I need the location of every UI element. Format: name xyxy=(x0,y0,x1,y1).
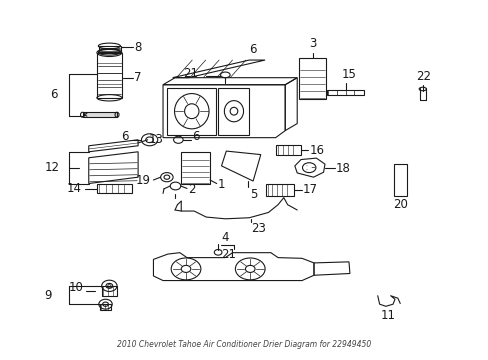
Bar xyxy=(99,46,121,52)
Text: 2: 2 xyxy=(187,183,195,196)
Text: 1: 1 xyxy=(217,178,224,191)
Text: 22: 22 xyxy=(415,70,430,83)
Text: 7: 7 xyxy=(134,71,142,84)
Text: 23: 23 xyxy=(250,222,265,235)
Text: 6: 6 xyxy=(191,130,199,143)
Text: 21: 21 xyxy=(221,248,236,261)
Text: 16: 16 xyxy=(308,144,324,157)
Text: 6: 6 xyxy=(50,89,58,102)
Text: 20: 20 xyxy=(392,198,407,211)
Bar xyxy=(97,53,122,98)
Bar xyxy=(181,152,209,184)
Text: 10: 10 xyxy=(69,281,84,294)
Text: 5: 5 xyxy=(250,189,257,202)
Text: 9: 9 xyxy=(44,288,52,302)
Bar xyxy=(393,164,407,196)
Bar xyxy=(102,286,117,296)
Text: 4: 4 xyxy=(221,230,228,243)
Text: 8: 8 xyxy=(134,41,142,54)
Text: 11: 11 xyxy=(380,309,395,322)
Bar xyxy=(298,58,326,99)
Bar xyxy=(265,184,293,196)
Bar xyxy=(97,184,132,193)
Text: 2010 Chevrolet Tahoe Air Conditioner Drier Diagram for 22949450: 2010 Chevrolet Tahoe Air Conditioner Dri… xyxy=(117,340,371,349)
Bar xyxy=(82,112,117,117)
Bar xyxy=(100,304,111,310)
Text: 18: 18 xyxy=(335,162,350,175)
Text: 21: 21 xyxy=(183,67,198,80)
Text: 6: 6 xyxy=(249,43,256,56)
Text: 17: 17 xyxy=(303,183,317,196)
Text: 15: 15 xyxy=(341,68,356,81)
Text: 13: 13 xyxy=(148,132,163,145)
Text: 14: 14 xyxy=(66,182,81,195)
Text: 19: 19 xyxy=(136,174,151,186)
Text: 12: 12 xyxy=(44,161,59,174)
Text: 3: 3 xyxy=(308,37,316,50)
Text: 6: 6 xyxy=(121,130,128,143)
Bar xyxy=(275,145,300,155)
